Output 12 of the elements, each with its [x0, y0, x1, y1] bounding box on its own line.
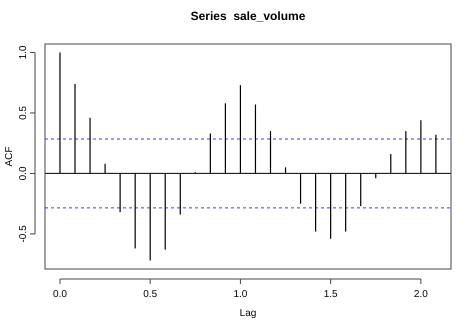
- y-axis-title: ACF: [4, 146, 15, 166]
- x-tick-label: 2.0: [414, 289, 428, 300]
- y-tick-label: 1.0: [18, 45, 29, 60]
- x-tick-label: 0.0: [53, 289, 68, 300]
- x-tick-label: 1.5: [324, 289, 338, 300]
- x-tick-label: 1.0: [233, 289, 248, 300]
- y-tick-label: -0.5: [18, 224, 29, 243]
- x-axis-title: Lag: [240, 308, 256, 319]
- chart-title: Series sale_volume: [190, 9, 306, 23]
- y-tick-label: 0.5: [18, 106, 29, 120]
- x-tick-label: 0.5: [143, 289, 158, 300]
- y-tick-label: 0.0: [18, 166, 29, 180]
